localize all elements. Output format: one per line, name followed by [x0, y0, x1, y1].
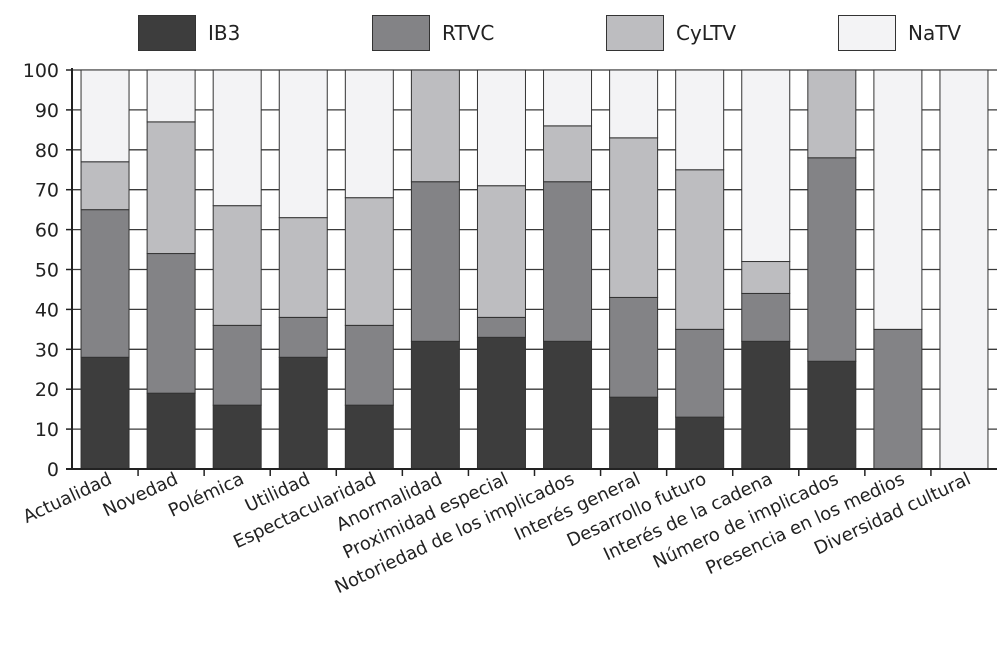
legend-item-cyltv: CyLTV	[606, 15, 736, 51]
bar-ib3-espectacularidad	[344, 404, 394, 470]
bar-cyltv-actualidad	[80, 161, 130, 211]
legend-swatch-ib3	[138, 15, 196, 51]
bar-rtvc-interes-de-la-cadena	[741, 292, 791, 342]
bar-rtvc-proximidad-especial	[476, 316, 526, 338]
y-tick-label: 40	[35, 299, 59, 321]
bar-ib3-notoriedad-de-los-implicados	[543, 340, 593, 470]
bar-ib3-proximidad-especial	[476, 336, 526, 470]
y-tick-label: 50	[35, 260, 59, 282]
bar-cyltv-interes-de-la-cadena	[741, 261, 791, 294]
bar-rtvc-utilidad	[278, 316, 328, 358]
bar-rtvc-numero-de-implicados	[807, 157, 857, 362]
bar-rtvc-polemica	[212, 324, 262, 406]
bar-natv-interes-general	[609, 69, 659, 139]
bar-cyltv-desarrollo-futuro	[675, 169, 725, 330]
bar-rtvc-espectacularidad	[344, 324, 394, 406]
legend-swatch-cyltv	[606, 15, 664, 51]
gridlines	[72, 69, 997, 430]
y-tick-label: 60	[35, 220, 59, 242]
bar-ib3-actualidad	[80, 356, 130, 470]
y-tick-label: 90	[35, 100, 59, 122]
y-tick-label: 100	[23, 60, 59, 82]
x-category-label: Novedad	[100, 468, 181, 521]
bar-ib3-utilidad	[278, 356, 328, 470]
bar-cyltv-utilidad	[278, 217, 328, 318]
bars	[80, 69, 989, 470]
legend-label-ib3: IB3	[208, 21, 241, 45]
bar-cyltv-numero-de-implicados	[807, 69, 857, 159]
bar-cyltv-polemica	[212, 205, 262, 326]
legend-swatch-natv	[838, 15, 896, 51]
legend-label-natv: NaTV	[908, 21, 962, 45]
bar-cyltv-espectacularidad	[344, 197, 394, 326]
bar-ib3-anormalidad	[410, 340, 460, 470]
bar-rtvc-actualidad	[80, 209, 130, 358]
x-category-label: Actualidad	[20, 468, 115, 527]
y-tick-label: 80	[35, 140, 59, 162]
legend-label-cyltv: CyLTV	[676, 21, 737, 45]
x-category-labels: ActualidadNovedadPolémicaUtilidadEspecta…	[20, 468, 974, 598]
bar-cyltv-interes-general	[609, 137, 659, 298]
legend-item-rtvc: RTVC	[372, 15, 494, 51]
bar-natv-proximidad-especial	[476, 69, 526, 187]
bar-cyltv-notoriedad-de-los-implicados	[543, 125, 593, 183]
legend-swatch-rtvc	[372, 15, 430, 51]
bar-ib3-desarrollo-futuro	[675, 416, 725, 470]
bar-natv-presencia-en-los-medios	[873, 69, 923, 330]
y-tick-label: 70	[35, 180, 59, 202]
bar-cyltv-proximidad-especial	[476, 185, 526, 318]
bar-cyltv-anormalidad	[410, 69, 460, 183]
y-tick-label: 20	[35, 379, 59, 401]
axes	[66, 68, 997, 476]
legend-label-rtvc: RTVC	[442, 21, 495, 45]
x-category-label: Polémica	[165, 468, 247, 521]
bar-ib3-numero-de-implicados	[807, 360, 857, 470]
legend-item-natv: NaTV	[838, 15, 961, 51]
bar-natv-novedad	[146, 69, 196, 123]
bar-rtvc-anormalidad	[410, 181, 460, 342]
bar-natv-notoriedad-de-los-implicados	[543, 69, 593, 127]
bar-rtvc-desarrollo-futuro	[675, 328, 725, 418]
bar-ib3-interes-de-la-cadena	[741, 340, 791, 470]
bar-rtvc-presencia-en-los-medios	[873, 328, 923, 470]
bar-ib3-novedad	[146, 392, 196, 470]
bar-natv-polemica	[212, 69, 262, 207]
y-tick-label: 30	[35, 339, 59, 361]
bar-cyltv-novedad	[146, 121, 196, 255]
y-tick-labels: 0 10 20 30 40 50 60 70 80 90 100	[23, 60, 59, 481]
bar-natv-utilidad	[278, 69, 328, 219]
y-tick-label: 0	[47, 459, 59, 481]
bar-rtvc-novedad	[146, 253, 196, 394]
legend-item-ib3: IB3	[138, 15, 240, 51]
bar-rtvc-interes-general	[609, 296, 659, 398]
bar-natv-desarrollo-futuro	[675, 69, 725, 171]
bar-natv-diversidad-cultural	[939, 69, 989, 470]
bar-rtvc-notoriedad-de-los-implicados	[543, 181, 593, 342]
bar-ib3-interes-general	[609, 396, 659, 470]
bar-ib3-polemica	[212, 404, 262, 470]
y-tick-label: 10	[35, 419, 59, 441]
bar-natv-actualidad	[80, 69, 130, 163]
bar-natv-interes-de-la-cadena	[741, 69, 791, 263]
bar-natv-espectacularidad	[344, 69, 394, 199]
